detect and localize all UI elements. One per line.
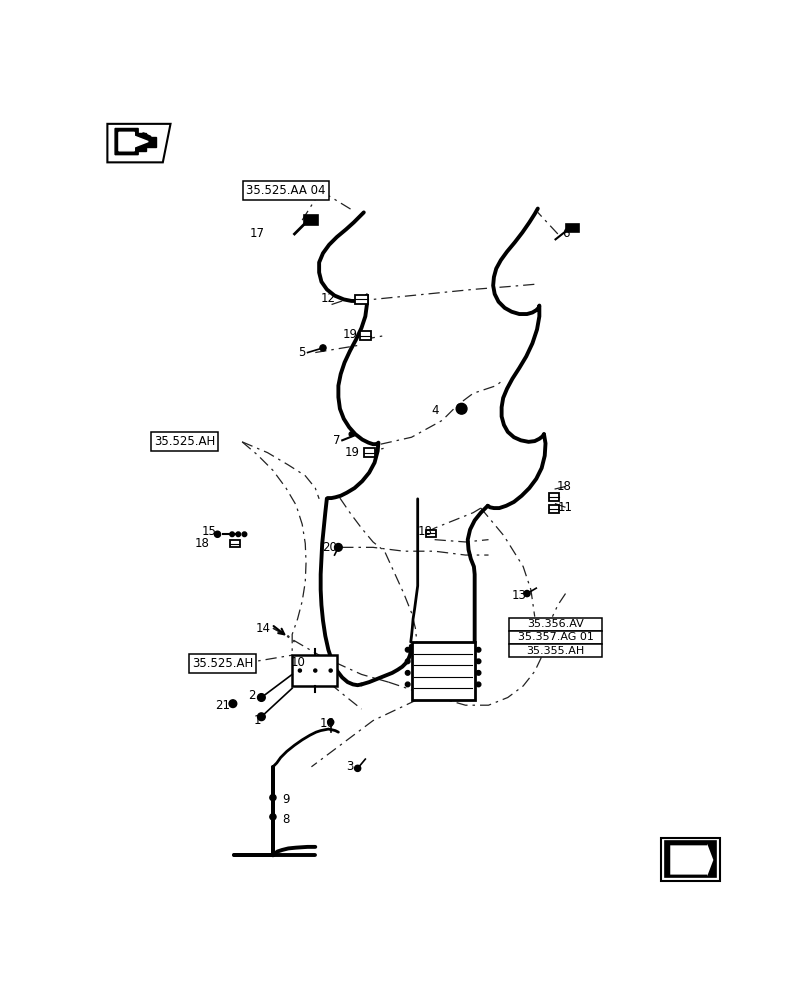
Polygon shape: [670, 845, 706, 876]
Text: 35.356.AV: 35.356.AV: [526, 619, 583, 629]
Circle shape: [475, 647, 480, 652]
Bar: [508, 618, 601, 631]
Text: 4: 4: [431, 404, 438, 417]
Circle shape: [269, 814, 276, 820]
Text: 13: 13: [511, 589, 526, 602]
Circle shape: [328, 669, 332, 672]
Circle shape: [269, 795, 276, 801]
Text: 18: 18: [556, 480, 571, 493]
Text: 17: 17: [250, 227, 264, 240]
Bar: [549, 505, 559, 513]
Circle shape: [475, 682, 480, 687]
Bar: [564, 224, 579, 232]
Circle shape: [320, 345, 326, 351]
Circle shape: [459, 406, 463, 411]
Circle shape: [327, 719, 333, 725]
Circle shape: [475, 671, 480, 675]
Bar: [660, 838, 719, 881]
Text: 11: 11: [557, 501, 573, 514]
Circle shape: [257, 713, 265, 721]
Text: 18: 18: [195, 537, 209, 550]
Text: 5: 5: [298, 346, 306, 359]
Text: 35.525.AH: 35.525.AH: [192, 657, 253, 670]
Text: 7: 7: [333, 434, 340, 447]
Text: 21: 21: [215, 699, 230, 712]
Circle shape: [214, 531, 221, 537]
Text: 19: 19: [342, 328, 357, 341]
Text: 1: 1: [254, 714, 261, 727]
Circle shape: [242, 532, 247, 537]
Bar: [359, 331, 371, 340]
Bar: [411, 642, 474, 700]
Bar: [230, 540, 239, 547]
Text: 12: 12: [320, 292, 336, 305]
Bar: [292, 655, 337, 686]
Bar: [508, 631, 601, 644]
Bar: [508, 644, 601, 657]
Polygon shape: [115, 128, 156, 155]
Bar: [549, 493, 559, 501]
Text: 6: 6: [561, 227, 569, 240]
Circle shape: [229, 700, 237, 708]
Text: 15: 15: [201, 525, 217, 538]
Text: 35.357.AG 01: 35.357.AG 01: [517, 632, 593, 642]
Circle shape: [354, 765, 360, 771]
Circle shape: [405, 659, 410, 664]
Circle shape: [405, 647, 410, 652]
Circle shape: [230, 532, 234, 537]
Circle shape: [298, 669, 301, 672]
Text: 35.525.AA 04: 35.525.AA 04: [246, 184, 325, 197]
Bar: [355, 295, 367, 304]
Bar: [426, 530, 436, 537]
Text: 19: 19: [345, 446, 359, 459]
Circle shape: [334, 544, 341, 551]
Text: 2: 2: [248, 689, 255, 702]
Circle shape: [257, 694, 265, 701]
Circle shape: [523, 590, 530, 597]
Circle shape: [405, 682, 410, 687]
Circle shape: [313, 669, 316, 672]
Text: 3: 3: [345, 760, 353, 773]
Bar: [363, 448, 375, 457]
Bar: [664, 841, 714, 877]
Circle shape: [456, 403, 466, 414]
Text: 8: 8: [282, 813, 290, 826]
Circle shape: [236, 532, 240, 537]
Bar: [303, 215, 317, 225]
Text: 35.525.AH: 35.525.AH: [153, 435, 215, 448]
Circle shape: [475, 659, 480, 664]
Text: 14: 14: [255, 622, 270, 635]
Text: 9: 9: [282, 793, 290, 806]
Polygon shape: [669, 844, 713, 876]
Circle shape: [405, 671, 410, 675]
Polygon shape: [107, 124, 170, 162]
Circle shape: [349, 432, 354, 436]
Text: 35.355.AH: 35.355.AH: [526, 646, 584, 656]
Text: 10: 10: [290, 656, 306, 669]
Text: 18: 18: [417, 525, 431, 538]
Text: 20: 20: [321, 541, 337, 554]
Polygon shape: [118, 132, 148, 151]
Text: 16: 16: [319, 717, 334, 730]
Polygon shape: [118, 133, 156, 151]
